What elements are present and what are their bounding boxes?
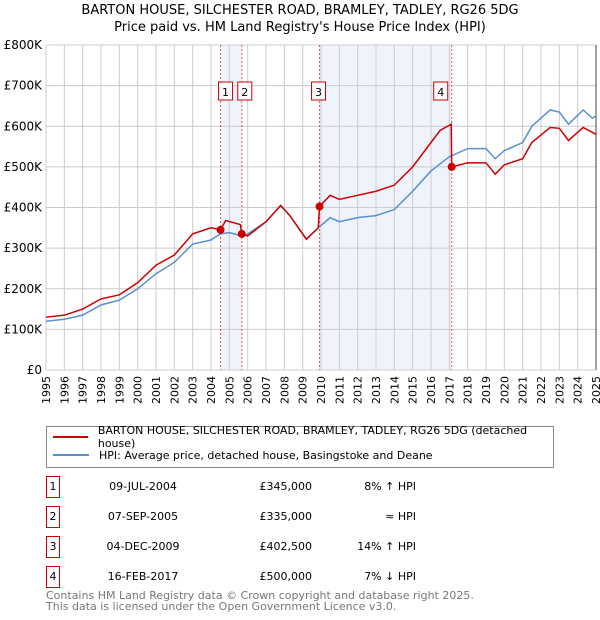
x-tick-label: 2011: [333, 376, 346, 404]
x-tick-label: 1996: [58, 376, 71, 404]
sale-label-box: 2: [237, 81, 253, 101]
transaction-row: 3 04-DEC-2009 £402,500 14% ↑ HPI: [46, 536, 546, 558]
x-tick-label: 2017: [443, 376, 456, 404]
transaction-price: £402,500: [259, 540, 313, 553]
legend: BARTON HOUSE, SILCHESTER ROAD, BRAMLEY, …: [46, 424, 554, 468]
transaction-price: £500,000: [259, 570, 313, 583]
sale-label-border: [218, 81, 234, 101]
x-tick-label: 2012: [352, 376, 365, 404]
transaction-marker: 1: [46, 476, 60, 498]
transaction-hpi-diff: ≈ HPI: [385, 510, 416, 523]
legend-item-property: BARTON HOUSE, SILCHESTER ROAD, BRAMLEY, …: [53, 424, 553, 450]
transaction-date: 09-JUL-2004: [109, 480, 177, 493]
transaction-hpi-diff: 7% ↓ HPI: [364, 570, 416, 583]
sale-label-number: 1: [222, 86, 229, 99]
transaction-marker: 2: [46, 506, 60, 528]
x-tick-label: 2023: [553, 376, 566, 404]
x-tick-label: 2020: [498, 376, 511, 404]
transaction-marker: 3: [46, 536, 60, 558]
x-tick-label: 2006: [242, 376, 255, 404]
footer-line-1: Contains HM Land Registry data © Crown c…: [46, 589, 474, 602]
sale-label-border: [237, 81, 253, 101]
sale-label-number: 3: [315, 86, 322, 99]
transaction-date: 07-SEP-2005: [107, 510, 179, 523]
x-tick-label: 2004: [205, 376, 218, 404]
x-tick-label: 2019: [480, 376, 493, 404]
x-tick-label: 2008: [278, 376, 291, 404]
y-tick-label: £800K: [4, 38, 44, 52]
x-tick-label: 2024: [572, 376, 585, 404]
transaction-date: 04-DEC-2009: [106, 540, 180, 553]
y-tick-label: £100K: [4, 322, 44, 336]
x-tick-label: 1999: [113, 376, 126, 404]
x-tick-label: 2015: [407, 376, 420, 404]
legend-swatch-hpi: [53, 454, 89, 456]
sale-label-border: [311, 81, 327, 101]
x-tick-label: 2010: [315, 376, 328, 404]
transaction-marker: 4: [46, 566, 60, 588]
sale-point: [447, 162, 456, 171]
sale-point: [216, 225, 225, 234]
x-tick-label: 2013: [370, 376, 383, 404]
y-tick-label: £600K: [4, 119, 44, 133]
sale-point: [237, 229, 246, 238]
x-tick-label: 2001: [150, 376, 163, 404]
x-tick-label: 1998: [95, 376, 108, 404]
y-tick-label: £200K: [4, 282, 44, 296]
sale-label-border: [433, 81, 449, 101]
x-tick-label: 2018: [462, 376, 475, 404]
sale-point: [315, 202, 324, 211]
property-line: [45, 122, 597, 318]
x-tick-label: 2005: [223, 376, 236, 404]
x-tick-label: 2022: [535, 376, 548, 404]
x-tick-label: 1995: [40, 376, 53, 404]
x-tick-label: 2003: [187, 376, 200, 404]
x-tick-label: 1997: [77, 376, 90, 404]
transaction-hpi-diff: 8% ↑ HPI: [364, 480, 416, 493]
y-tick-label: £400K: [4, 201, 44, 215]
transaction-hpi-diff: 14% ↑ HPI: [357, 540, 416, 553]
transaction-date: 16-FEB-2017: [107, 570, 179, 583]
footer-line-2: This data is licensed under the Open Gov…: [46, 600, 397, 613]
hpi-line: [45, 108, 597, 322]
footer: Contains HM Land Registry data © Crown c…: [46, 590, 474, 612]
sale-label-box: 1: [218, 81, 234, 101]
y-tick-label: £700K: [4, 79, 44, 93]
chart-title: BARTON HOUSE, SILCHESTER ROAD, BRAMLEY, …: [81, 3, 519, 18]
legend-swatch-property: [53, 436, 88, 438]
y-tick-label: £300K: [4, 241, 44, 255]
sale-label-number: 2: [241, 86, 248, 99]
transaction-row: 2 07-SEP-2005 £335,000 ≈ HPI: [46, 506, 546, 528]
price-chart: 1995 1996 1997 1998 1999 2000 2001 2002 2003 2004…: [4, 38, 600, 404]
x-tick-label: 2000: [132, 376, 145, 404]
y-tick-label: £500K: [4, 160, 44, 174]
x-tick-label: 2025: [590, 376, 600, 404]
sale-label-box: 3: [311, 81, 327, 101]
legend-item-hpi: HPI: Average price, detached house, Basi…: [53, 446, 433, 464]
transaction-row: 1 09-JUL-2004 £345,000 8% ↑ HPI: [46, 476, 546, 498]
x-tick-label: 2014: [388, 376, 401, 404]
transaction-row: 4 16-FEB-2017 £500,000 7% ↓ HPI: [46, 566, 546, 588]
x-tick-label: 2009: [297, 376, 310, 404]
x-tick-label: 2002: [168, 376, 181, 404]
transaction-price: £345,000: [259, 480, 313, 493]
y-tick-label: £0: [27, 363, 42, 377]
transaction-price: £335,000: [259, 510, 313, 523]
chart-subtitle: Price paid vs. HM Land Registry's House …: [114, 20, 486, 35]
x-tick-label: 2021: [517, 376, 530, 404]
sale-label-box: 4: [433, 81, 449, 101]
x-tick-label: 2007: [260, 376, 273, 404]
sale-label-number: 4: [437, 86, 444, 99]
x-tick-label: 2016: [425, 376, 438, 404]
